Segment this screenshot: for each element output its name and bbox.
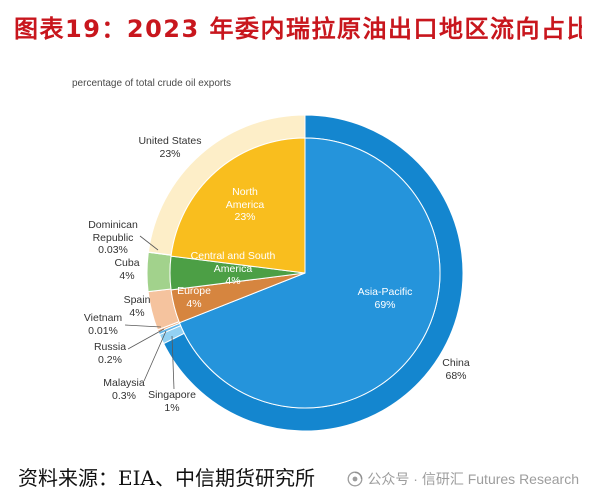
label-dominican-republic-name: Dominican Republic — [88, 219, 138, 244]
watermark-logo-icon — [347, 471, 363, 487]
label-russia-name: Russia — [93, 341, 127, 353]
label-vietnam-value: 0.01% — [88, 324, 118, 337]
label-dominican-republic-value: 0.03% — [98, 244, 128, 256]
watermark-text: 公众号 · 信研汇 Futures Research — [367, 471, 579, 487]
slice-asia-pacific — [178, 137, 441, 409]
label-spain: Spain 4% — [117, 294, 157, 319]
label-north-america-name: North America — [225, 186, 265, 211]
label-central-and-south-america-value: 4% — [225, 275, 241, 287]
slice-north-america — [170, 137, 306, 274]
source-note: 资料来源：EIA、中信期货研究所 — [18, 466, 315, 490]
label-asia-pacific-value: 69% — [374, 298, 396, 311]
label-europe-name: Europe — [177, 285, 211, 297]
leader-line-singapore — [171, 335, 175, 390]
label-malaysia-value: 0.3% — [112, 389, 136, 402]
leader-line-russia — [127, 328, 165, 350]
label-united-states-name: United States — [138, 135, 202, 147]
label-china: China 68% — [436, 357, 476, 382]
label-europe-value: 4% — [186, 297, 202, 310]
label-north-america-value: 23% — [234, 211, 256, 223]
label-north-america: North America 23% — [217, 186, 273, 224]
label-dominican-republic: Dominican Republic 0.03% — [83, 219, 143, 257]
label-russia-value: 0.2% — [98, 353, 122, 366]
label-russia: Russia 0.2% — [85, 341, 135, 366]
label-cuba: Cuba 4% — [107, 257, 147, 282]
label-spain-value: 4% — [129, 306, 145, 319]
label-united-states-value: 23% — [159, 147, 181, 160]
watermark: 公众号 · 信研汇 Futures Research — [347, 468, 579, 490]
label-spain-name: Spain — [123, 294, 151, 306]
label-singapore-value: 1% — [164, 401, 180, 414]
slice-cuba — [146, 251, 172, 293]
chart-subtitle: percentage of total crude oil exports — [72, 78, 231, 89]
label-malaysia: Malaysia 0.3% — [96, 377, 152, 402]
label-vietnam: Vietnam 0.01% — [78, 312, 128, 337]
leader-lines — [124, 235, 175, 390]
label-europe: Europe 4% — [169, 285, 219, 310]
label-vietnam-name: Vietnam — [83, 312, 123, 324]
leader-line-vietnam — [124, 324, 162, 328]
leader-line-dominican-republic — [139, 235, 159, 251]
label-cuba-name: Cuba — [114, 257, 140, 269]
label-central-and-south-america-name: Central and South America — [190, 250, 276, 275]
leader-line-malaysia — [143, 330, 167, 382]
chart-title: 图表19：2023 年委内瑞拉原油出口地区流向占比 — [14, 15, 582, 43]
label-asia-pacific-name: Asia-Pacific — [357, 286, 413, 298]
inner-ring — [169, 137, 441, 409]
label-china-value: 68% — [445, 369, 467, 382]
label-asia-pacific: Asia-Pacific 69% — [345, 286, 425, 311]
label-central-and-south-america: Central and South America 4% — [183, 250, 283, 288]
label-singapore-name: Singapore — [148, 389, 196, 401]
label-china-name: China — [442, 357, 470, 369]
label-cuba-value: 4% — [119, 269, 135, 282]
label-malaysia-name: Malaysia — [103, 377, 145, 389]
label-united-states: United States 23% — [125, 135, 215, 160]
label-singapore: Singapore 1% — [142, 389, 202, 414]
